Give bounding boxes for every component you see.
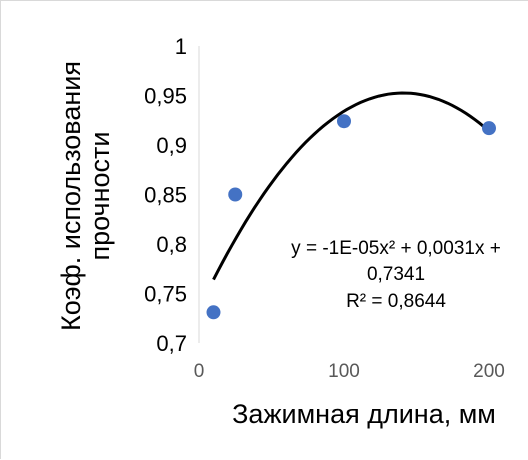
data-points [206, 114, 496, 320]
x-tick-label: 200 [473, 361, 505, 382]
data-point [228, 187, 243, 202]
y-tick-label: 0,75 [144, 282, 187, 307]
y-tick-label: 0,95 [144, 84, 187, 109]
y-tick-label: 0,85 [144, 183, 187, 208]
x-tick-labels: 0 100 200 [194, 361, 505, 382]
x-tick-label: 0 [194, 361, 205, 382]
trendline-r-squared: R² = 0,8644 [346, 291, 446, 312]
y-axis-title-line-1: Коэф. использования [56, 61, 86, 331]
y-tick-labels: 0,7 0,75 0,8 0,85 0,9 0,95 1 [144, 34, 187, 356]
x-tick-label: 100 [328, 361, 360, 382]
y-tick-label: 0,9 [156, 133, 187, 158]
y-tick-label: 0,8 [156, 232, 187, 257]
data-point [206, 305, 221, 320]
y-tick-label: 0,7 [156, 331, 187, 356]
y-axis-title-line-2: прочности [85, 131, 115, 260]
x-axis-title: Зажимная длина, мм [232, 399, 496, 429]
trendline-equation: y = -1E-05x² + 0,0031x + [291, 238, 501, 259]
trendline [212, 91, 490, 281]
trendline-intercept: 0,7341 [367, 264, 425, 285]
y-tick-label: 1 [175, 34, 187, 59]
data-point [337, 114, 351, 129]
data-point [482, 121, 496, 136]
